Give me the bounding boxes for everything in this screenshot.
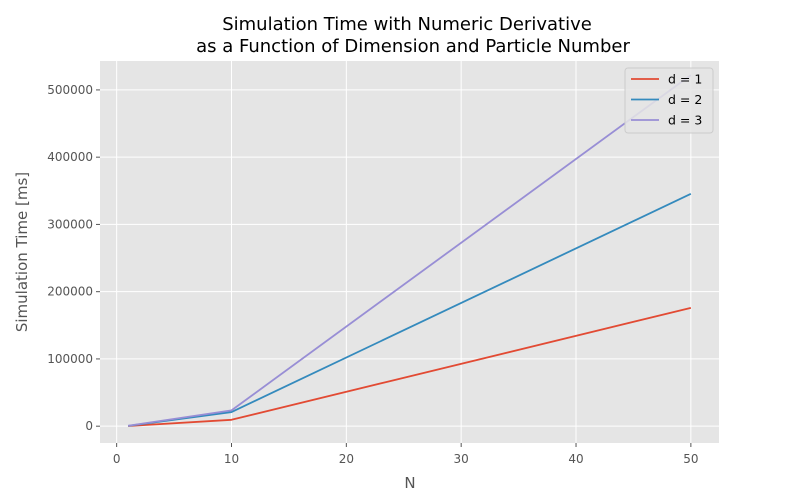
y-tick-label: 500000 [47, 83, 93, 97]
x-tick-label: 0 [113, 452, 121, 466]
y-tick-label: 0 [85, 419, 93, 433]
series-line-d1 [128, 306, 692, 427]
x-tick-label: 20 [339, 452, 354, 466]
legend: d = 1 d = 2 d = 3 [624, 67, 714, 134]
legend-label: d = 2 [668, 92, 702, 107]
legend-label: d = 1 [668, 72, 702, 87]
grid [100, 61, 719, 443]
series-line-d3 [128, 74, 692, 427]
y-axis-label: Simulation Time [ms] [13, 172, 31, 332]
legend-label: d = 3 [668, 113, 702, 128]
x-tick-label: 30 [454, 452, 469, 466]
series-lines [128, 74, 692, 427]
x-tick-label: 50 [683, 452, 698, 466]
chart-title-line-1: Simulation Time with Numeric Derivative [222, 14, 592, 35]
x-axis-label: N [404, 474, 415, 492]
y-tick-label: 100000 [47, 352, 93, 366]
axis-ticks: 0 10 20 30 40 50 0 100000 200000 300000 400000 5000… [47, 83, 698, 466]
plot-area [100, 61, 719, 443]
chart-title-line-2: as a Function of Dimension and Particle … [196, 36, 630, 57]
y-tick-label: 400000 [47, 150, 93, 164]
y-tick-label: 200000 [47, 285, 93, 299]
x-tick-label: 10 [224, 452, 239, 466]
y-tick-label: 300000 [47, 217, 93, 231]
legend-box [624, 67, 714, 134]
x-tick-label: 40 [568, 452, 583, 466]
